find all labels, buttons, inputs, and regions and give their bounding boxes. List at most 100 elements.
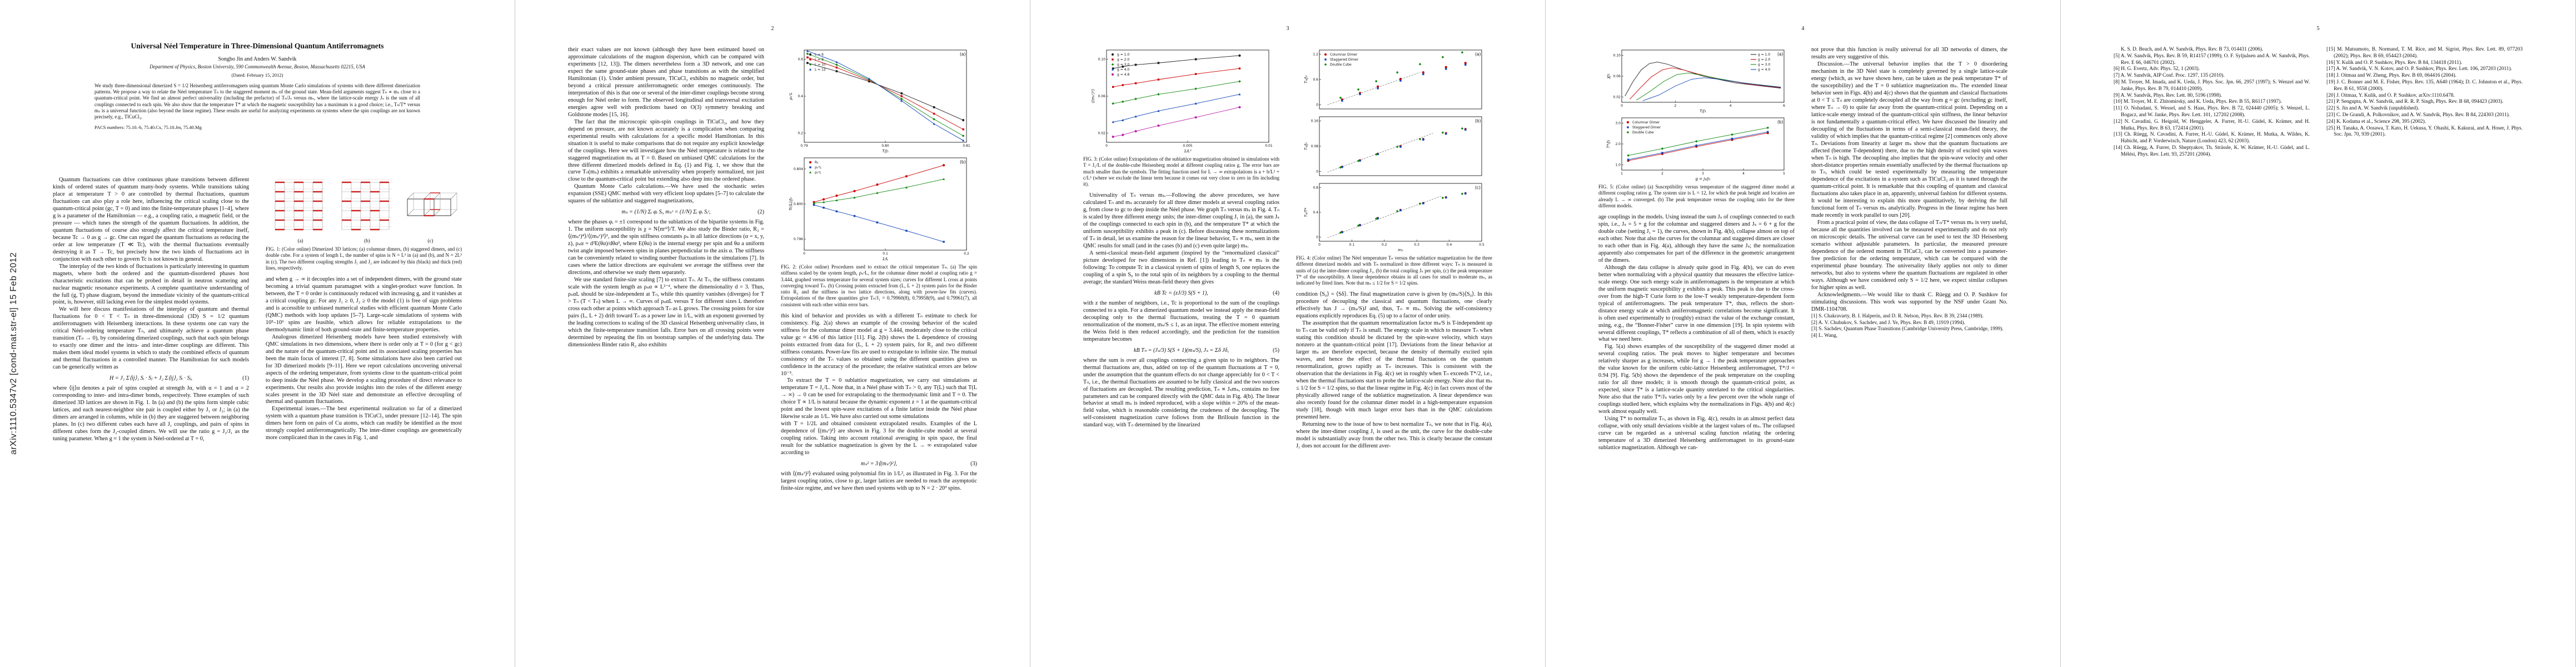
svg-text:L = 6: L = 6 xyxy=(815,53,824,57)
fig4-panel-c-chart: 0 0.1 0.2 0.3 0.4 0.5 0 0.4 0.8 mₛ Tₙ/T* (c) xyxy=(1304,183,1484,252)
svg-text:0.80: 0.80 xyxy=(881,144,889,148)
svg-text:2.0: 2.0 xyxy=(1615,142,1621,146)
reference-item: [14] Ch. Rüegg, A. Furrer, D. Sheptyakov… xyxy=(2114,145,2310,157)
svg-text:0: 0 xyxy=(1318,243,1321,247)
figure-5-caption: FIG. 5: (Color online) (a) Susceptibilit… xyxy=(1598,184,1795,208)
svg-text:g = 1.0: g = 1.0 xyxy=(1758,53,1770,57)
reference-item: [23] C. De Grandi, A. Polkovnikov, and A… xyxy=(2326,112,2510,118)
reference-item: [16] Y. Kulik and O. P. Sushkov, Phys. R… xyxy=(2326,59,2463,66)
double-cube-lattice-drawing xyxy=(407,192,457,217)
abstract: We study three-dimensional dimerized S =… xyxy=(94,82,420,120)
svg-text:0.800: 0.800 xyxy=(793,202,803,206)
svg-text:0: 0 xyxy=(1316,236,1318,240)
page4-columns: 0 2 4 6 0.02 0.06 0.10 T/J₁ χJ₁ g = 1.0 g = 2.0 g =… xyxy=(1598,47,2007,636)
svg-text:Columnar Dimer: Columnar Dimer xyxy=(1330,53,1358,57)
svg-text:0.1: 0.1 xyxy=(1349,243,1354,247)
svg-text:0.79: 0.79 xyxy=(800,144,808,148)
paragraph: Universality of Tₙ versus mₛ.—Following … xyxy=(1083,192,1279,250)
page1-col2-flow: and when g → ∞ it decouples into a set o… xyxy=(266,276,462,442)
fig1-panel-staggered: (b) xyxy=(336,177,398,243)
paragraph: From a practical point of view, the data… xyxy=(1811,220,2007,291)
page-4: 4 0 2 4 6 0.02 0.06 0.10 T/J₁ χJ₁ g = 1.0 g = 2.0 g… xyxy=(1546,0,2060,667)
paragraph: We use standard finite-size scaling [7] … xyxy=(568,277,764,348)
svg-text:g = 1.0: g = 1.0 xyxy=(1117,53,1129,57)
paper-date: (Dated: February 15, 2012) xyxy=(231,72,283,78)
fig5-panel-b-chart: 1 2 3 4 5 1.0 2.0 3.0 g = J₂/J₁ T*/J₁ Columnar Dim… xyxy=(1606,117,1785,181)
paragraph: and when g → ∞ it decouples into a set o… xyxy=(266,276,462,333)
svg-text:g = 2.0: g = 2.0 xyxy=(1117,58,1129,62)
fig1-panel-columnar: (a) xyxy=(270,177,332,243)
svg-text:1/L: 1/L xyxy=(882,257,888,261)
paragraph: Quantum fluctuations can drive continuou… xyxy=(53,177,249,262)
svg-text:T/J₁: T/J₁ xyxy=(1700,109,1706,113)
page2-column-1: their exact values are not known (althou… xyxy=(568,47,764,636)
svg-text:0.5: 0.5 xyxy=(1479,243,1484,247)
svg-text:Tₙ/J₁: Tₙ/J₁ xyxy=(1304,76,1308,83)
page-5: 5 K. S. D. Beach, and A. W. Sandvik, Phy… xyxy=(2061,0,2575,667)
page-1: arXiv:1110.5347v2 [cond-mat.str-el] 15 F… xyxy=(0,0,515,667)
reference-item: [13] Ch. Rüegg, N. Cavadini, A. Furrer, … xyxy=(2114,132,2310,145)
equation-number: (5) xyxy=(1273,347,1279,354)
svg-text:0.804: 0.804 xyxy=(793,167,803,171)
paragraph: Fig. 5(a) shows examples of the suscepti… xyxy=(1598,344,1795,415)
paragraph: Using T* to normalize Tₙ, as shown in Fi… xyxy=(1598,416,1795,451)
svg-text:Tₙ/Jₛ: Tₙ/Jₛ xyxy=(1304,142,1308,150)
svg-text:0.08: 0.08 xyxy=(1311,145,1318,148)
figure-4-panels: 0 0.6 1.2 Tₙ/J₁ Columnar Dimer Staggered Dime… xyxy=(1296,47,1492,252)
svg-text:0.005: 0.005 xyxy=(1183,144,1192,148)
page2-columns: their exact values are not known (althou… xyxy=(568,47,977,636)
figure-5-panels: 0 2 4 6 0.02 0.06 0.10 T/J₁ χJ₁ g = 1.0 g = 2.0 g =… xyxy=(1598,47,1795,181)
svg-text:χJ₁: χJ₁ xyxy=(1606,73,1611,79)
paragraph: Returning now to the issue of how to bes… xyxy=(1296,421,1492,449)
svg-text:g = 3.0: g = 3.0 xyxy=(1758,63,1770,67)
page4-column-1: 0 2 4 6 0.02 0.06 0.10 T/J₁ χJ₁ g = 1.0 g = 2.0 g =… xyxy=(1598,47,1795,636)
reference-item: [8] M. Troyer, M. Imada, and K. Ueda, J.… xyxy=(2114,79,2310,92)
paragraph: Discussion.—The universal behavior impli… xyxy=(1811,61,2007,219)
equation: kB Tₙ = (Jₛ/3) S(S + 1)(mₛ/S), Jₛ = Σδ J… xyxy=(1083,347,1279,354)
svg-text:(c): (c) xyxy=(1475,185,1481,190)
arxiv-identifier: arXiv:1110.5347v2 [cond-mat.str-el] 15 F… xyxy=(9,252,18,455)
page3-col2-flow: condition ⟨S₀⟩ = ⟨Sδ⟩. The final magneti… xyxy=(1296,291,1492,450)
page5-column-2: [15] M. Matsumoto, B. Normand, T. M. Ric… xyxy=(2326,47,2523,636)
svg-text:0.4: 0.4 xyxy=(1446,243,1452,247)
svg-text:0.796: 0.796 xyxy=(793,237,803,241)
reference-item: [20] J. Oitmaa, Y. Kulik, and O. P. Sush… xyxy=(2326,92,2455,98)
page2-col1-flow: their exact values are not known (althou… xyxy=(568,47,764,349)
svg-text:0.4: 0.4 xyxy=(1313,211,1318,215)
page3-columns: 0 0.005 0.01 0.02 0.06 0.10 1/L² ⟨(mₛᶻ)²⟩ g = 1.… xyxy=(1083,47,1492,636)
svg-text:Double Cube: Double Cube xyxy=(1330,63,1352,67)
reference-item: [5] A. W. Sandvik, Phys. Rev. B 59, R141… xyxy=(2114,53,2310,66)
figure-4-caption: FIG. 4: (Color online) The Néel temperat… xyxy=(1296,255,1492,286)
svg-text:(b): (b) xyxy=(1777,120,1783,125)
equation-number: (4) xyxy=(1273,290,1279,296)
svg-text:T/J₁: T/J₁ xyxy=(882,149,889,153)
paragraph: where the phases φᵢ = ±1 correspond to t… xyxy=(568,219,764,276)
reference-item: [17] A. W. Sandvik, V. N. Kotov, and O. … xyxy=(2326,66,2512,72)
svg-text:(a): (a) xyxy=(1475,52,1481,57)
svg-text:0.6: 0.6 xyxy=(798,58,803,62)
page-3: 3 0 0.005 0.01 0.02 0.06 0.10 1/L² ⟨(mₛᶻ)²⟩ g = … xyxy=(1030,0,1545,667)
paragraph: with T = 1/2L and obtained consistent ex… xyxy=(781,421,977,456)
svg-text:1.0: 1.0 xyxy=(1615,163,1621,167)
page1-column-2: (a) (b) (c) FIG. 1: (Color online) Dimer… xyxy=(266,177,462,636)
paper-affiliation: Department of Physics, Boston University… xyxy=(150,63,365,69)
equation-number: (1) xyxy=(242,375,249,382)
figure-1-panels: (a) (b) (c) xyxy=(266,177,462,243)
equation-number: (2) xyxy=(758,209,764,216)
svg-text:0.06: 0.06 xyxy=(1098,94,1105,98)
equation: H = J₁ Σ⟨ij⟩₁ Sᵢ · Sⱼ + J₂ Σ⟨ij⟩₂ Sᵢ · S… xyxy=(53,375,249,381)
svg-text:ρₛˣL: ρₛˣL xyxy=(815,166,822,170)
reference-item: [1] S. Chakravarty, B. I. Halperin, and … xyxy=(1811,313,1984,319)
page5-column-1: K. S. D. Beach, and A. W. Sandvik, Phys.… xyxy=(2114,47,2310,636)
references-column-1: K. S. D. Beach, and A. W. Sandvik, Phys.… xyxy=(2114,47,2310,158)
reference-item: [4] L. Wang, xyxy=(1811,333,1838,339)
equation: kB Tc = (zJ/3) S(S + 1), (4) xyxy=(1083,290,1279,296)
svg-text:0.02: 0.02 xyxy=(1098,131,1105,135)
svg-text:0: 0 xyxy=(1621,104,1623,108)
svg-text:0.2: 0.2 xyxy=(798,131,803,135)
paragraph: To extract the T = 0 sublattice magnetiz… xyxy=(781,377,977,420)
svg-text:ρₛᶻL: ρₛᶻL xyxy=(789,92,793,100)
